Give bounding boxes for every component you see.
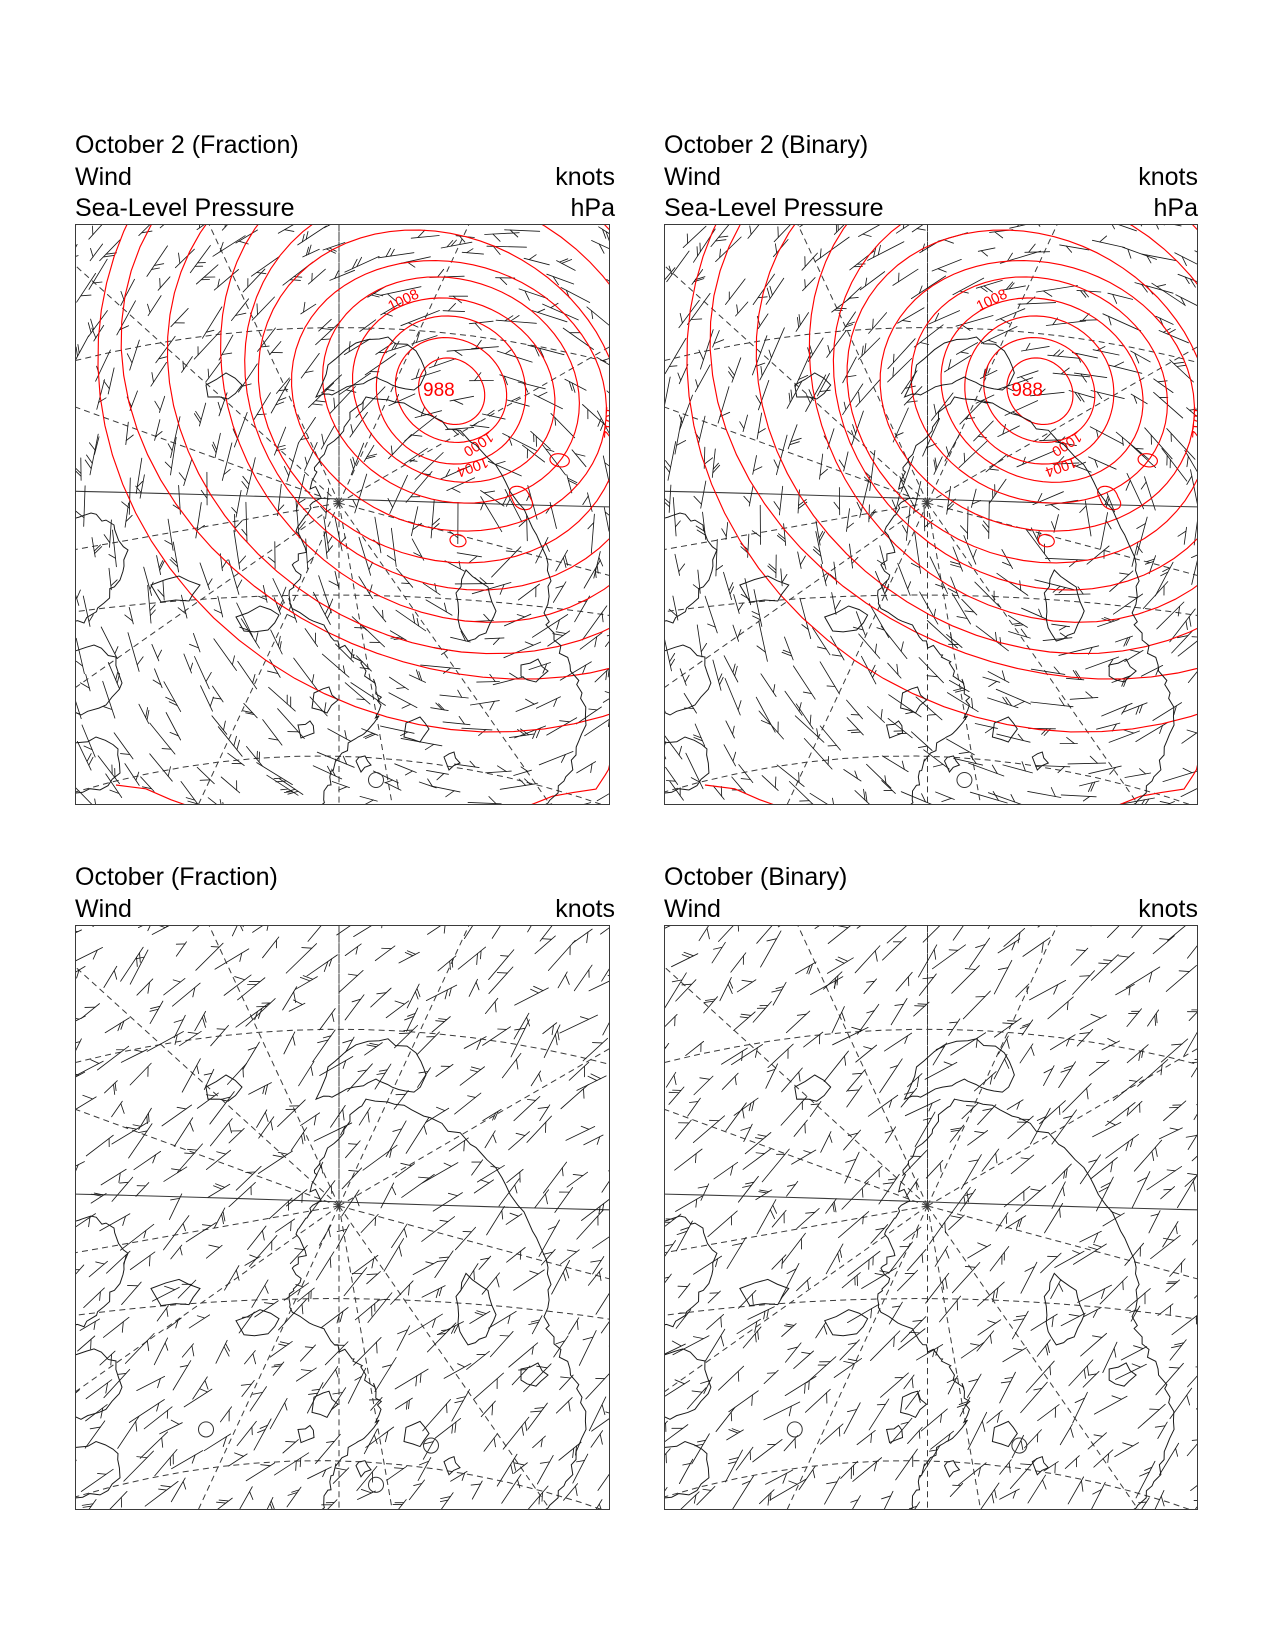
svg-text:1012: 1012 [600,406,610,439]
svg-text:1012: 1012 [1188,406,1198,439]
svg-text:988: 988 [1011,380,1043,401]
svg-text:1008: 1008 [386,286,422,314]
svg-text:988: 988 [423,380,455,401]
svg-text:1008: 1008 [974,286,1010,314]
